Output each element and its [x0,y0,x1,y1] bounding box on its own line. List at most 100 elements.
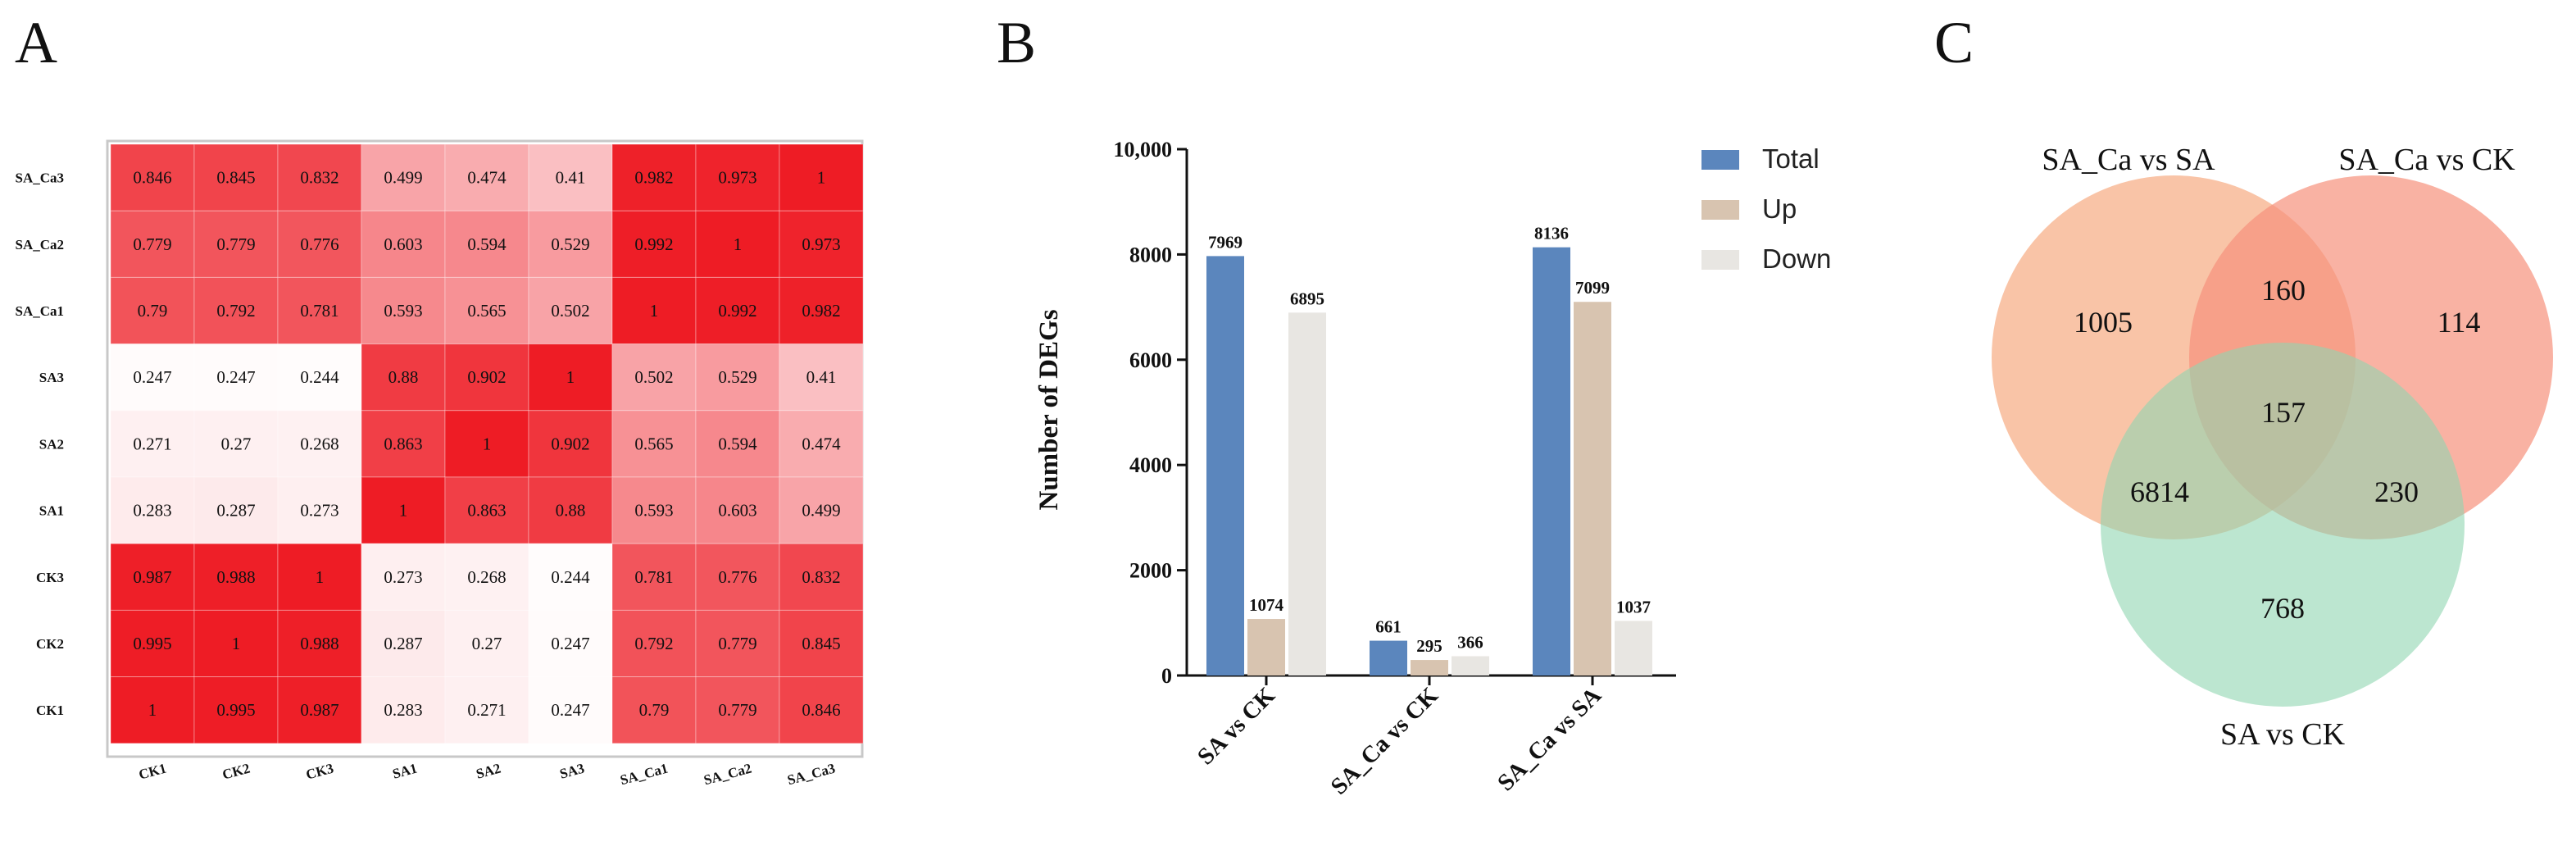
heatmap-cell-value: 0.603 [718,501,756,521]
heatmap-cell-value: 0.846 [133,168,171,188]
heatmap-cell-value: 0.247 [551,700,589,720]
panel-label-c: C [1934,10,1974,75]
heatmap-cell [361,676,446,744]
heatmap-cell-value: 0.982 [634,168,673,188]
heatmap-cell-value: 0.776 [300,234,338,254]
heatmap-cell-value: 0.529 [551,234,589,254]
heatmap-cell-value: 0.779 [718,634,756,653]
heatmap-cell-value: 0.988 [216,567,255,587]
heatmap-cell-value: 0.88 [388,367,419,387]
heatmap-cell-value: 0.273 [300,501,338,521]
x-category-label: SA_Ca vs SA [1492,682,1606,796]
heatmap-cell-value: 0.27 [472,634,502,653]
heatmap-row-label: SA1 [39,503,64,519]
heatmap-row-label: SA3 [39,370,64,385]
bar-value-label: 6895 [1290,289,1324,308]
heatmap-cell [444,676,529,744]
heatmap-cell-value: 0.987 [300,700,338,720]
bar-up [1411,660,1448,675]
heatmap-cell [193,609,279,678]
heatmap-col-label: SA1 [391,761,419,782]
heatmap-col-label: CK3 [304,761,335,783]
heatmap-cell-value: 0.247 [551,634,589,653]
heatmap-cell-value: 0.529 [718,367,756,387]
heatmap-row-label: SA2 [39,436,64,452]
bar-value-label: 661 [1375,617,1402,637]
bar-value-label: 7099 [1575,278,1610,298]
venn-count-a-b-c: 157 [2261,396,2306,429]
heatmap-cell-value: 0.781 [634,567,673,587]
heatmap-cell [277,476,362,544]
bar-down [1288,312,1326,675]
heatmap-cell-value: 0.603 [384,234,422,254]
heatmap-cell [611,276,697,345]
heatmap-cell-value: 0.779 [133,234,171,254]
legend-label-up: Up [1762,193,1797,224]
heatmap-cell-value: 1 [399,501,408,521]
heatmap-cell [779,276,864,345]
heatmap-cell-value: 1 [483,434,492,453]
heatmap-col-label: SA_Ca3 [786,761,837,789]
heatmap-cell-value: 0.792 [216,301,255,321]
heatmap-cell [695,609,780,678]
heatmap-cell-value: 0.995 [133,634,171,653]
heatmap-cell-value: 0.287 [384,634,422,653]
bar-value-label: 366 [1457,633,1483,653]
heatmap-col-label: SA3 [558,761,586,782]
heatmap-cell [528,143,613,212]
heatmap-cell [528,476,613,544]
heatmap-cell-value: 0.244 [551,567,590,587]
heatmap-cell-value: 0.247 [216,367,255,387]
heatmap-cell [110,476,195,544]
heatmap-cell-value: 0.283 [133,501,171,521]
heatmap-row-label: CK2 [36,636,64,652]
heatmap-cell-value: 1 [232,634,241,653]
bar-value-label: 1074 [1249,595,1284,615]
heatmap-cell [779,543,864,611]
venn-count-only-a: 1005 [2074,306,2133,339]
y-tick-label: 2000 [1129,559,1172,583]
heatmap-cell-value: 0.593 [384,301,422,321]
heatmap-cell [528,410,613,478]
legend-swatch-down [1701,250,1739,270]
heatmap-cell-value: 1 [734,234,743,254]
legend-label-total: Total [1762,143,1820,174]
venn-set-label-c: SA vs CK [2220,717,2346,752]
heatmap-cell-value: 0.502 [634,367,673,387]
heatmap-cell [361,276,446,345]
bar-up [1247,619,1285,675]
heatmap-cell [444,609,529,678]
heatmap-row-label: CK3 [36,570,64,585]
heatmap-cell-value: 1 [316,567,325,587]
bar-down [1615,621,1652,675]
heatmap-cell [193,143,279,212]
bar-value-label: 295 [1416,636,1442,656]
heatmap-cell [695,410,780,478]
heatmap-cell-value: 0.268 [467,567,506,587]
legend-swatch-total [1701,150,1739,170]
heatmap-cell-value: 0.992 [634,234,673,254]
panel-label-a: A [15,10,57,75]
bar-chart: Number of DEGs 0 2000 4000 6000 8000 10,000 7… [1034,138,1831,800]
heatmap-cell [361,410,446,478]
bar-total [1206,256,1244,675]
venn-circle-sa-vs-ck [2101,343,2465,707]
heatmap-cell-value: 0.973 [718,168,756,188]
heatmap-cell [361,210,446,278]
heatmap-cell-value: 0.594 [467,234,507,254]
panel-label-b: B [997,10,1036,75]
heatmap-cell-value: 0.271 [467,700,506,720]
heatmap-cell-value: 0.79 [639,700,670,720]
heatmap-cell [528,543,613,611]
heatmap-cell [110,543,195,611]
heatmap-cell [193,343,279,412]
heatmap-cell [528,210,613,278]
heatmap-cell-value: 0.995 [216,700,255,720]
heatmap-col-label: CK2 [220,761,252,783]
heatmap-cell-value: 0.845 [802,634,840,653]
venn-count-a-c: 6814 [2130,475,2189,508]
bar-total [1533,247,1570,675]
heatmap-cell [444,343,529,412]
bar-total [1370,640,1407,675]
